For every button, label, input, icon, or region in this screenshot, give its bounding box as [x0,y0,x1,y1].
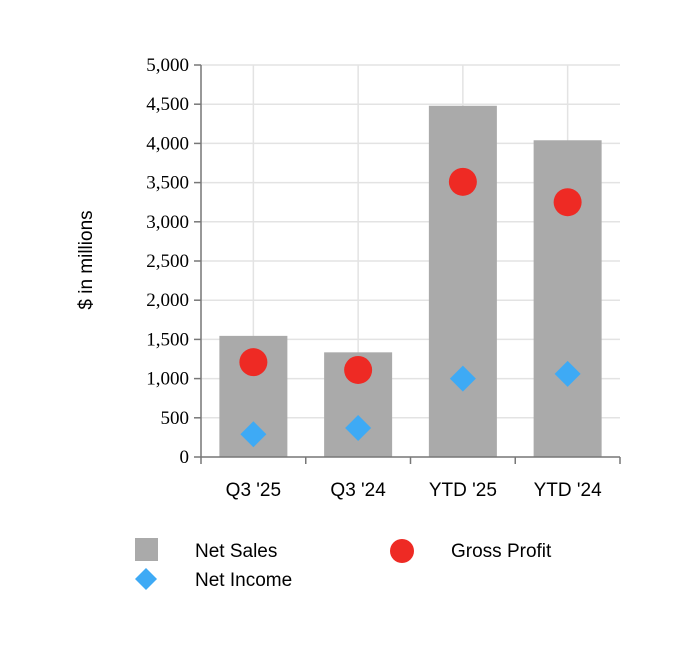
x-tick-label: YTD '25 [429,480,497,501]
bar-net-sales [428,105,497,457]
legend-swatch-net-sales [135,538,158,561]
y-tick-label: 2,500 [146,251,189,272]
y-tick-label: 1,000 [146,369,189,390]
y-tick-label: 500 [161,408,190,429]
axes [194,64,621,464]
series-markers [239,167,582,448]
y-tick-label: 4,000 [146,133,189,154]
y-tick-label: 3,000 [146,212,189,233]
legend: Net Sales Gross Profit Net Income [135,538,552,591]
y-tick-label: 5,000 [146,55,189,76]
x-tick-label: Q3 '25 [226,480,281,501]
legend-label-net-income: Net Income [195,570,292,591]
net-sales-bars [219,105,602,458]
legend-label-gross-profit: Gross Profit [451,541,552,562]
bar-net-sales [533,140,602,458]
point-gross-profit [553,188,582,217]
y-tick-label: 3,500 [146,173,189,194]
legend-label-net-sales: Net Sales [195,541,277,562]
point-net-income [449,365,476,392]
x-tick-label: YTD '24 [534,480,602,501]
point-net-income [240,421,267,448]
legend-swatch-net-income [135,568,157,590]
point-net-income [554,360,581,387]
point-gross-profit [344,355,373,384]
legend-swatch-gross-profit [390,539,414,563]
point-gross-profit [448,167,477,196]
point-net-income [345,414,372,441]
y-tick-label: 4,500 [146,94,189,115]
point-gross-profit [239,348,268,377]
y-tick-label: 0 [180,447,190,468]
y-tick-label: 2,000 [146,290,189,311]
x-tick-label: Q3 '24 [330,480,386,501]
tick-labels: 0 500 1,000 1,500 2,000 2,500 3,000 3,500 4,000 4… [146,55,602,501]
y-axis-title: $ in millions [76,210,97,309]
y-tick-label: 1,500 [146,329,189,350]
